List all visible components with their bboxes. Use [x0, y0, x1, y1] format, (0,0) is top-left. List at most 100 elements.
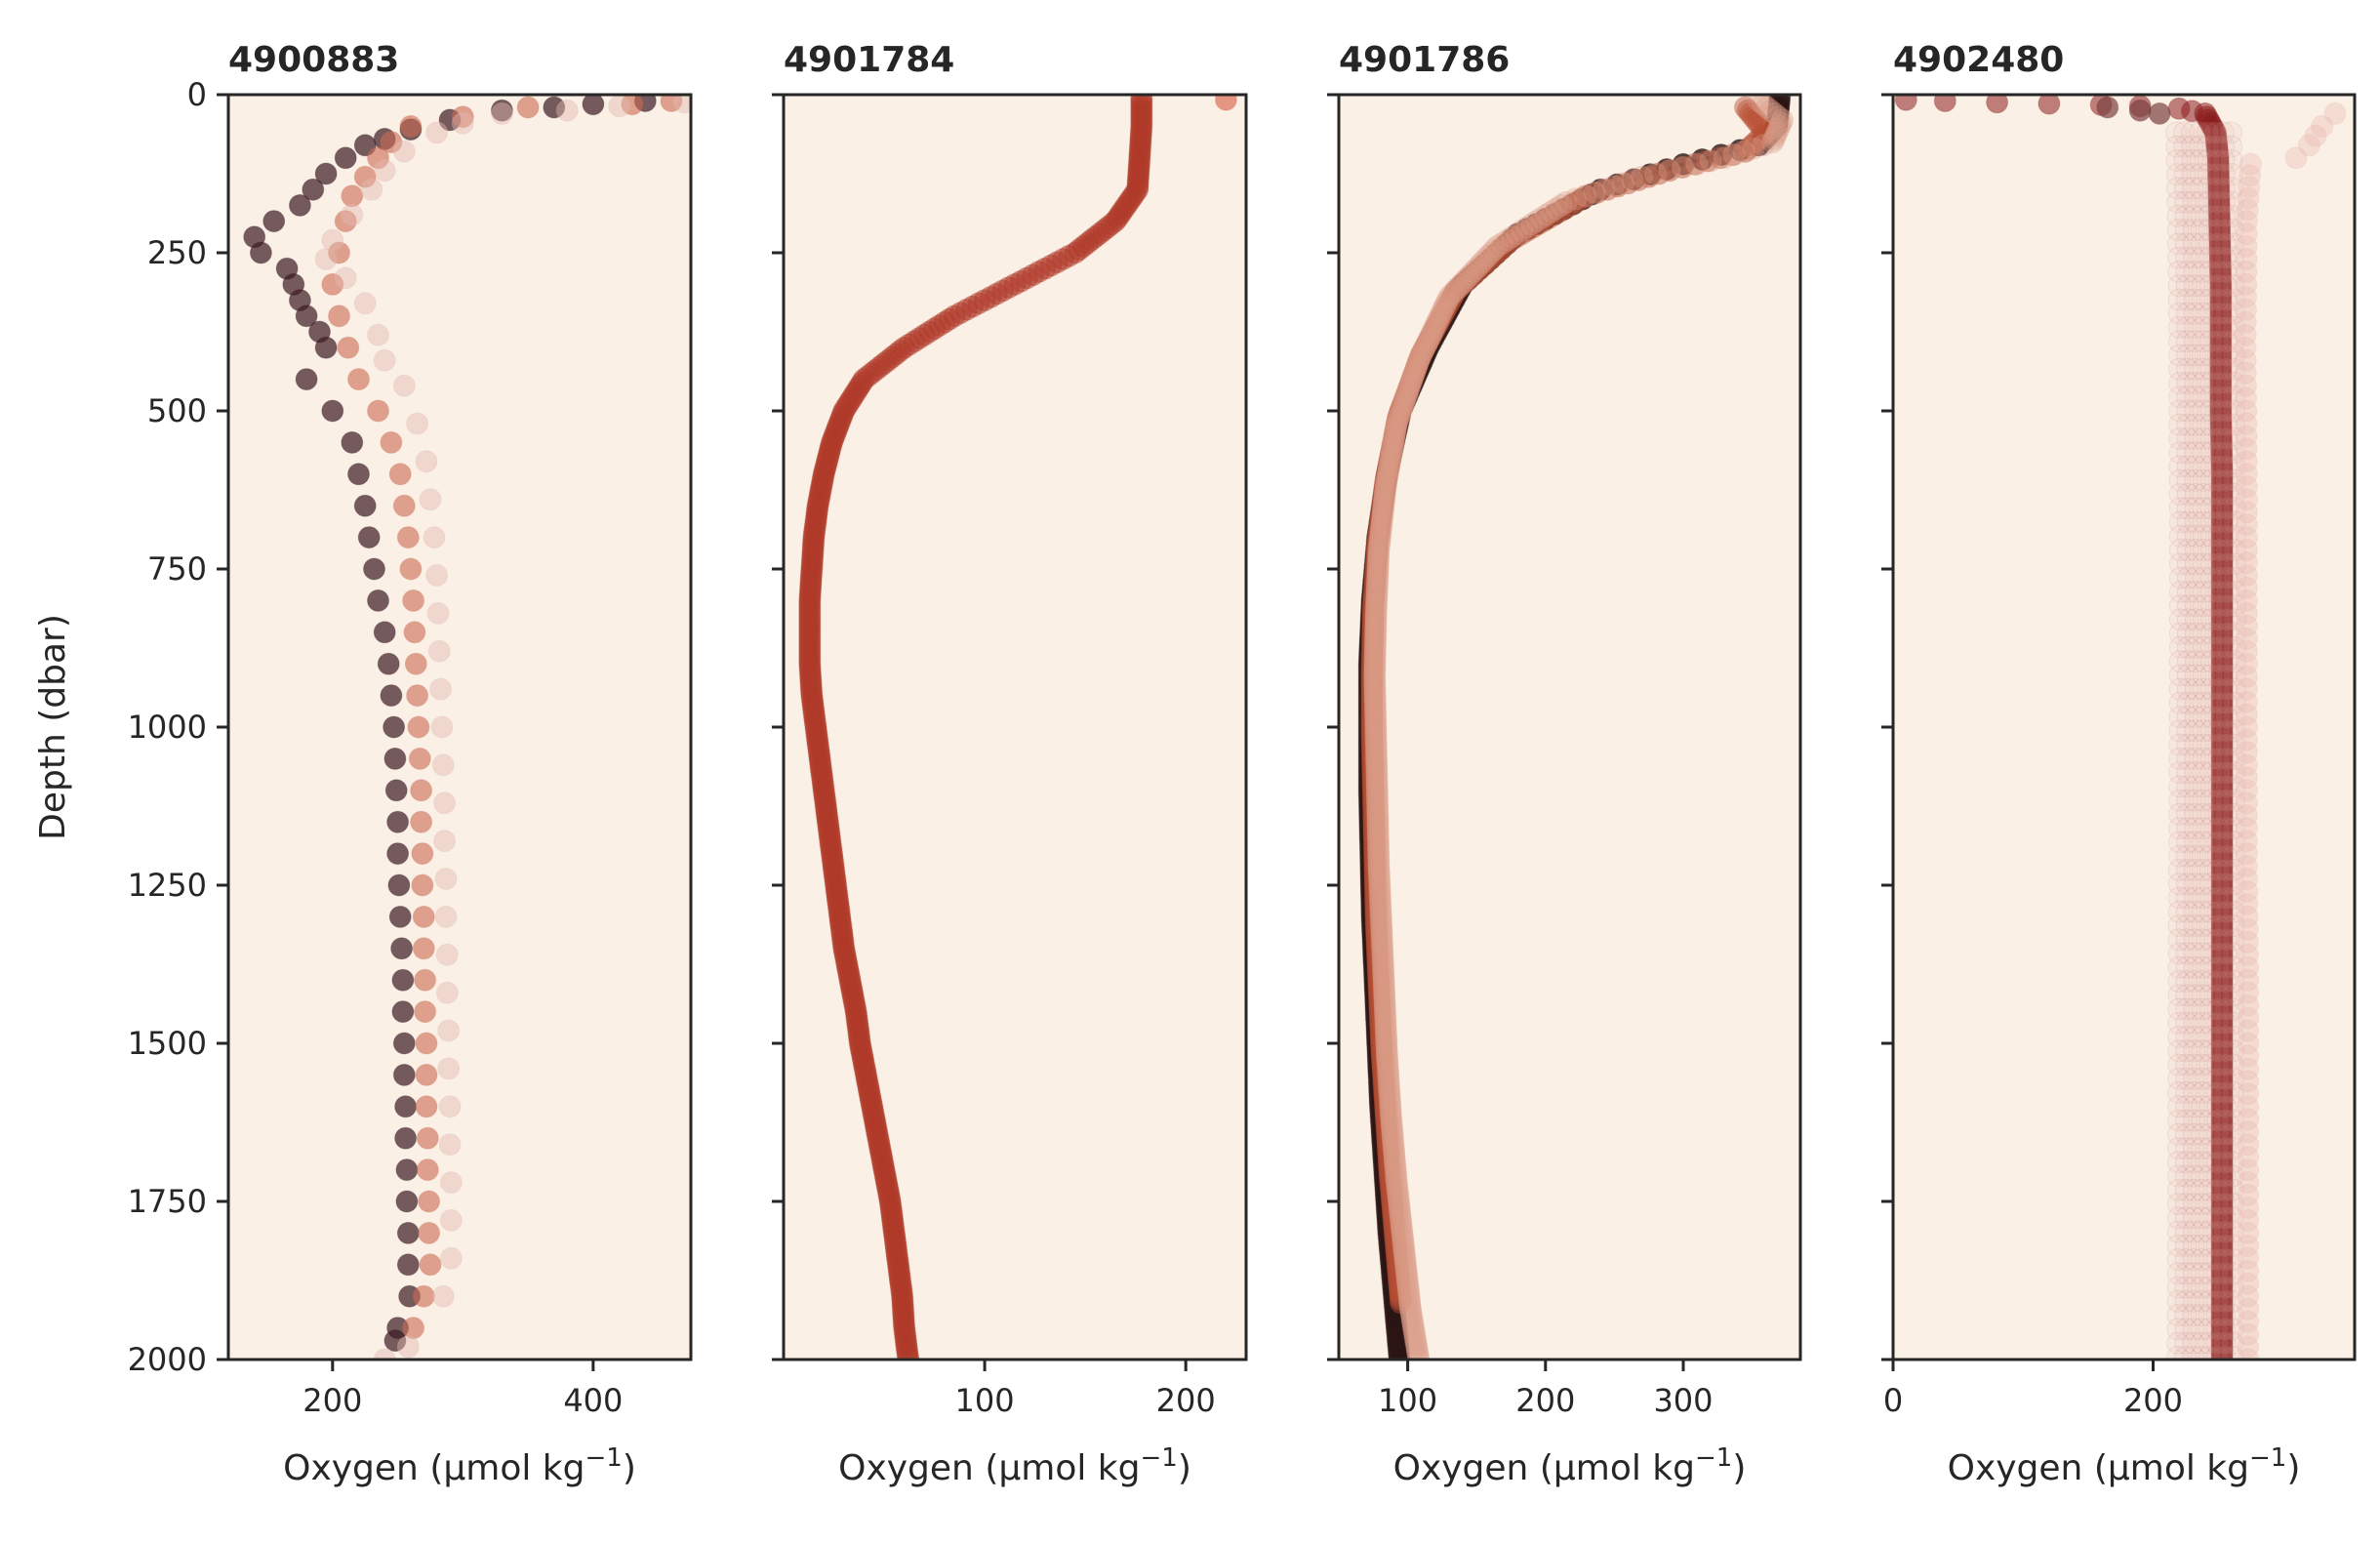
- data-point: [1365, 756, 1389, 780]
- data-point: [1379, 450, 1401, 473]
- data-point: [1364, 551, 1388, 574]
- data-point: [1362, 592, 1385, 616]
- data-point: [1415, 333, 1438, 356]
- data-point: [321, 228, 344, 252]
- data-point: [1363, 576, 1387, 599]
- data-point: [1364, 905, 1388, 928]
- data-point: [1379, 1095, 1402, 1118]
- data-point: [1364, 608, 1388, 631]
- data-point: [1367, 975, 1391, 998]
- data-point: [1765, 121, 1789, 144]
- data-point: [660, 95, 683, 112]
- data-point: [1489, 238, 1513, 262]
- data-point: [1363, 573, 1387, 596]
- data-point: [1386, 1256, 1409, 1279]
- data-point: [1369, 507, 1392, 530]
- data-point: [1377, 1142, 1400, 1165]
- data-point: [1362, 835, 1386, 859]
- data-point: [1406, 351, 1430, 375]
- data-point: [1366, 570, 1389, 593]
- data-point: [1631, 165, 1654, 188]
- data-point: [1368, 994, 1392, 1017]
- data-point: [1442, 282, 1466, 305]
- data-point: [1713, 146, 1736, 170]
- data-point: [2210, 1348, 2234, 1360]
- series-2: [2164, 102, 2347, 1360]
- data-point: [1372, 959, 1395, 982]
- data-point: [1479, 241, 1503, 264]
- data-point: [394, 1095, 418, 1118]
- data-point: [383, 715, 406, 739]
- data-point: [1376, 463, 1399, 486]
- data-point: [1432, 302, 1456, 325]
- data-point: [1374, 1009, 1397, 1033]
- data-point: [1389, 399, 1412, 423]
- data-point: [1366, 526, 1390, 549]
- data-point: [1553, 197, 1577, 221]
- data-point: [1370, 509, 1393, 533]
- data-point: [1398, 1294, 1422, 1318]
- data-point: [1405, 1335, 1429, 1359]
- data-point: [384, 779, 408, 802]
- data-point: [2190, 204, 2213, 227]
- data-point: [1748, 95, 1771, 112]
- data-point: [1390, 396, 1413, 420]
- data-point: [1363, 880, 1387, 903]
- panel-title: 4902480: [1893, 40, 2064, 80]
- data-point: [2174, 190, 2198, 214]
- data-point: [1496, 228, 1518, 252]
- data-point: [423, 526, 446, 549]
- data-point: [2213, 190, 2237, 214]
- data-point: [1455, 269, 1478, 293]
- data-point: [2212, 135, 2236, 158]
- data-point: [1394, 1253, 1417, 1277]
- data-point: [1366, 807, 1390, 831]
- data-point: [2212, 177, 2236, 200]
- data-point: [1362, 797, 1386, 821]
- data-point: [1376, 1050, 1399, 1074]
- data-point: [1384, 422, 1406, 445]
- data-point: [1404, 358, 1427, 382]
- series-1: [2096, 96, 2171, 125]
- data-point: [1362, 807, 1386, 831]
- data-point: [1366, 789, 1389, 811]
- data-point: [1369, 522, 1392, 546]
- data-point: [1364, 917, 1388, 941]
- data-point: [1420, 323, 1443, 346]
- data-point: [1492, 235, 1515, 258]
- data-point: [1378, 1164, 1401, 1188]
- data-point: [1367, 855, 1391, 878]
- data-point: [1364, 728, 1388, 751]
- data-point: [1375, 1117, 1398, 1140]
- data-point: [1734, 96, 1756, 119]
- data-point: [2197, 163, 2220, 186]
- data-point: [1366, 830, 1390, 853]
- data-point: [1363, 684, 1387, 708]
- data-point: [1401, 1310, 1424, 1333]
- data-point: [1403, 1322, 1427, 1346]
- data-point: [1360, 674, 1384, 698]
- data-point: [1400, 368, 1424, 391]
- data-point: [1755, 121, 1778, 144]
- data-point: [2165, 135, 2189, 158]
- data-point: [1368, 883, 1392, 907]
- data-point: [415, 450, 438, 473]
- data-point: [1370, 912, 1392, 935]
- data-point: [1433, 298, 1457, 321]
- y-tick-label: 750: [147, 550, 207, 588]
- data-point: [1381, 1126, 1404, 1150]
- data-point: [1482, 244, 1506, 267]
- data-point: [1559, 193, 1582, 217]
- data-point: [399, 114, 423, 138]
- data-point: [1368, 991, 1392, 1014]
- data-point: [1385, 1240, 1408, 1264]
- data-point: [395, 1158, 419, 1182]
- data-point: [1372, 1076, 1395, 1099]
- data-point: [1384, 1228, 1407, 1251]
- data-point: [288, 193, 311, 217]
- data-point: [2182, 219, 2205, 242]
- data-point: [396, 526, 420, 549]
- data-point: [1364, 914, 1388, 938]
- data-point: [1364, 595, 1388, 619]
- data-point: [1370, 1035, 1393, 1058]
